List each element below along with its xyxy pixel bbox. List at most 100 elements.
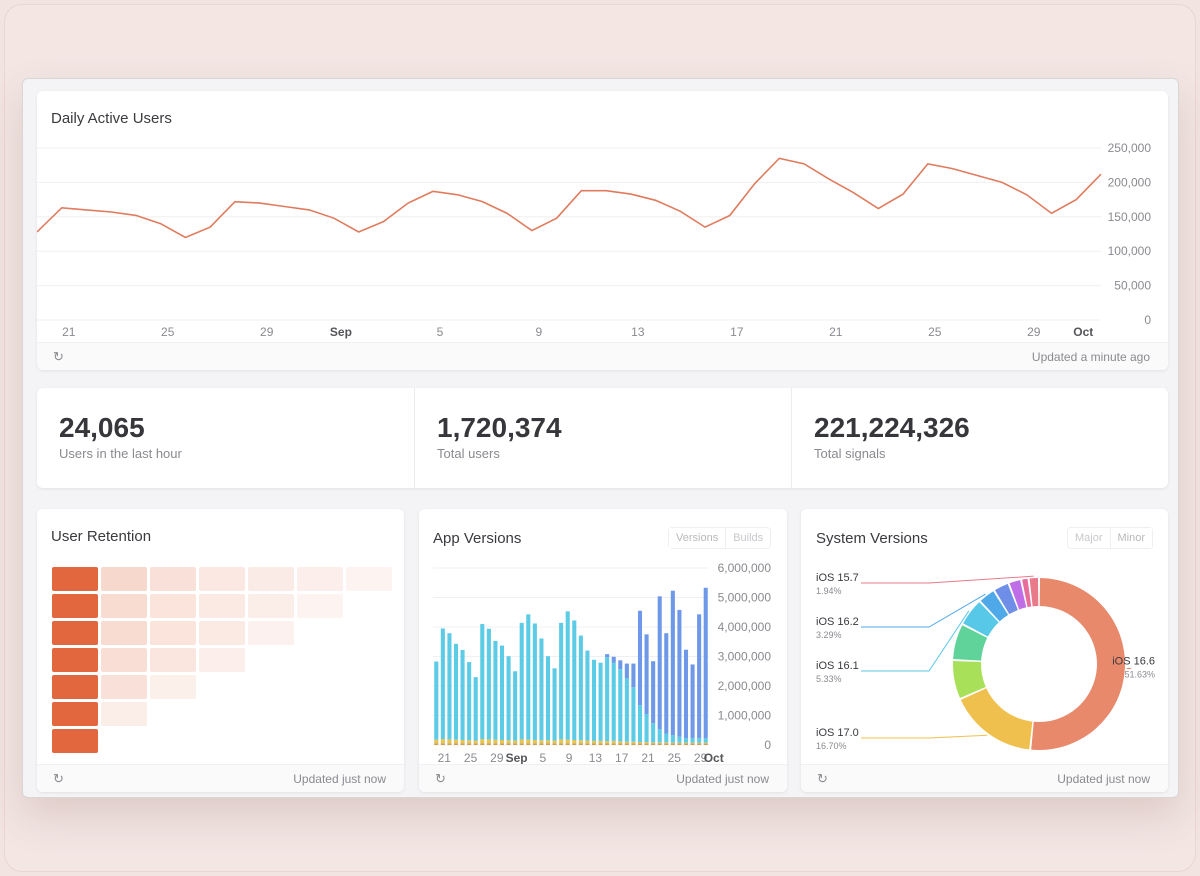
bar-segment-old	[565, 739, 570, 744]
bar-segment-base	[480, 743, 485, 745]
retention-cell	[52, 702, 98, 726]
stat-value: 221,224,326	[814, 412, 970, 443]
slice-pct: 16.70%	[816, 741, 847, 751]
bar-segment-old	[460, 739, 465, 744]
refresh-icon[interactable]: ↻	[435, 771, 446, 786]
donut-slice	[953, 625, 988, 661]
bar-segment-mid	[683, 738, 689, 743]
leader-line	[861, 593, 986, 628]
bar-segment-base	[618, 743, 623, 745]
refresh-icon[interactable]: ↻	[817, 771, 828, 786]
retention-cell	[150, 675, 196, 699]
refresh-icon[interactable]: ↻	[53, 771, 64, 786]
dau-series-line	[37, 157, 1102, 239]
bar-segment-old	[651, 742, 656, 744]
bar-segment-old	[447, 739, 452, 744]
bar-segment-mid	[467, 662, 472, 741]
bar-segment-mid	[677, 736, 682, 743]
x-tick-label: Sep	[330, 325, 352, 339]
x-tick-label: 13	[589, 751, 603, 764]
donut-slice	[953, 661, 986, 699]
retention-cell	[297, 567, 343, 591]
x-tick-label: 13	[631, 325, 645, 339]
bar-segment-old	[578, 740, 583, 744]
refresh-icon[interactable]: ↻	[53, 349, 64, 364]
bar-segment-old	[611, 740, 616, 744]
retention-cell	[248, 594, 294, 618]
tab-major[interactable]: Major	[1075, 532, 1103, 544]
stat-value: 1,720,374	[437, 412, 562, 443]
x-tick-label: 21	[641, 751, 655, 764]
dau-card: Daily Active Users 0 50,000 100,000 150,000…	[37, 91, 1168, 370]
bar-segment-mid	[552, 668, 557, 741]
bar-segment-mid	[447, 633, 452, 740]
tab-builds[interactable]: Builds	[733, 532, 764, 544]
bar-segment-base	[624, 743, 629, 745]
retention-cell	[101, 567, 147, 591]
bar-segment-new	[677, 609, 682, 737]
retention-cell	[52, 675, 98, 699]
bar-segment-base	[611, 743, 616, 745]
bar-segment-mid	[519, 622, 524, 740]
y-tick-label: 1,000,000	[718, 709, 772, 723]
stat-label: Users in the last hour	[59, 446, 182, 461]
y-tick-label: 2,000,000	[718, 679, 772, 693]
x-tick-label: 17	[615, 751, 629, 764]
bar-segment-mid	[611, 662, 616, 741]
retention-footer: ↻ Updated just now	[37, 764, 404, 792]
tab-versions[interactable]: Versions	[669, 528, 727, 548]
x-tick-label: 5	[437, 325, 444, 339]
bar-segment-mid	[480, 624, 485, 740]
x-tick-label: 29	[490, 751, 504, 764]
bar-segment-base	[644, 743, 649, 745]
bar-segment-base	[664, 743, 669, 745]
bar-segment-base	[559, 743, 564, 745]
leader-line	[861, 610, 970, 672]
bar-segment-new	[703, 587, 708, 739]
bar-segment-mid	[453, 643, 459, 740]
slice-pct: 5.33%	[816, 674, 842, 684]
bar-segment-old	[539, 740, 544, 744]
bar-segment-mid	[539, 638, 544, 741]
bar-segment-mid	[631, 687, 636, 742]
bar-segment-old	[664, 742, 669, 744]
y-tick-label: 0	[764, 738, 771, 752]
bar-segment-new	[644, 634, 649, 715]
bar-segment-mid	[585, 650, 590, 741]
bar-segment-new	[697, 614, 702, 739]
bar-segment-mid	[690, 738, 695, 743]
bar-segment-mid	[434, 661, 439, 740]
bar-segment-new	[618, 660, 623, 670]
bar-segment-new	[605, 654, 610, 658]
bar-segment-old	[677, 742, 682, 744]
leader-line	[861, 575, 1034, 584]
bar-segment-new	[683, 649, 689, 739]
bar-segment-base	[493, 743, 498, 745]
stat-label: Total users	[437, 446, 500, 461]
bar-segment-old	[532, 739, 537, 744]
bar-segment-old	[434, 739, 439, 744]
x-tick-label: 21	[438, 751, 452, 764]
bar-segment-old	[618, 741, 623, 744]
bar-segment-base	[565, 743, 570, 745]
x-tick-label: 9	[566, 751, 573, 764]
tab-minor[interactable]: Minor	[1109, 528, 1153, 548]
retention-cell	[150, 567, 196, 591]
bar-segment-old	[559, 739, 564, 744]
bar-segment-base	[683, 743, 689, 745]
stat-value: 24,065	[59, 412, 145, 443]
x-tick-label: 25	[668, 751, 682, 764]
retention-heatmap	[52, 567, 392, 753]
bar-segment-old	[631, 741, 636, 744]
bar-segment-mid	[657, 729, 662, 743]
x-tick-label: Oct	[704, 751, 724, 764]
system-versions-card: System Versions Major Minor iOS 16.6 51.6…	[801, 509, 1168, 792]
bar-segment-mid	[545, 656, 551, 741]
x-tick-label: 25	[161, 325, 175, 339]
retention-cell	[52, 648, 98, 672]
bar-segment-base	[453, 743, 459, 745]
x-tick-label: 29	[694, 751, 708, 764]
bar-segment-mid	[624, 678, 629, 742]
retention-cell	[52, 729, 98, 753]
bar-segment-old	[657, 742, 662, 744]
